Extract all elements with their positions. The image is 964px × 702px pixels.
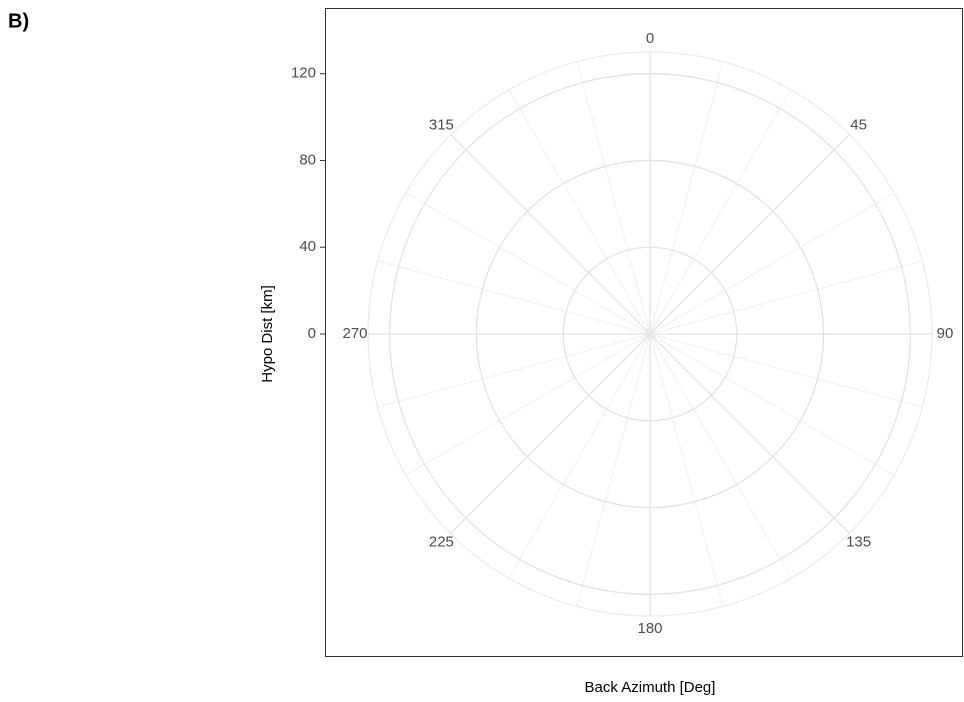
minor-grid-spoke <box>576 61 651 335</box>
angle-tick-label: 315 <box>429 116 454 133</box>
angle-tick-label: 225 <box>429 534 454 551</box>
angle-tick-label: 270 <box>342 325 367 342</box>
angle-tick-label: 135 <box>846 534 871 551</box>
y-tick-label: 120 <box>291 65 316 82</box>
grid-spoke <box>649 333 850 534</box>
y-tick-label: 0 <box>308 325 316 342</box>
minor-grid-spoke <box>649 333 895 476</box>
minor-grid-spoke <box>649 192 895 335</box>
minor-grid-spoke <box>649 333 792 579</box>
minor-grid-spoke <box>377 333 651 408</box>
minor-grid-spoke <box>377 260 651 335</box>
minor-grid-spoke <box>576 333 651 607</box>
minor-grid-spoke <box>649 333 724 607</box>
angle-tick-label: 90 <box>937 325 954 342</box>
minor-grid-spoke <box>649 333 923 408</box>
angle-tick-label: 45 <box>850 116 867 133</box>
y-axis-label: Hypo Dist [km] <box>259 285 276 383</box>
grid-spoke <box>450 333 651 534</box>
grid-circle <box>562 246 738 422</box>
y-tick-label: 80 <box>299 151 316 168</box>
minor-grid-spoke <box>508 89 651 335</box>
angle-tick-label: 0 <box>646 30 654 47</box>
minor-grid-spoke <box>405 192 651 335</box>
minor-grid-spoke <box>508 333 651 579</box>
grid-circle <box>389 73 911 595</box>
angle-tick-label: 180 <box>637 620 662 637</box>
minor-grid-spoke <box>649 89 792 335</box>
y-tick-label: 40 <box>299 238 316 255</box>
x-axis-label: Back Azimuth [Deg] <box>585 679 716 696</box>
minor-grid-spoke <box>405 333 651 476</box>
grid-spoke <box>450 134 651 335</box>
minor-grid-spoke <box>649 260 923 335</box>
minor-grid-spoke <box>649 61 724 335</box>
grid-spoke <box>649 134 850 335</box>
grid-circle <box>475 159 825 509</box>
panel-tag: B) <box>8 10 29 32</box>
